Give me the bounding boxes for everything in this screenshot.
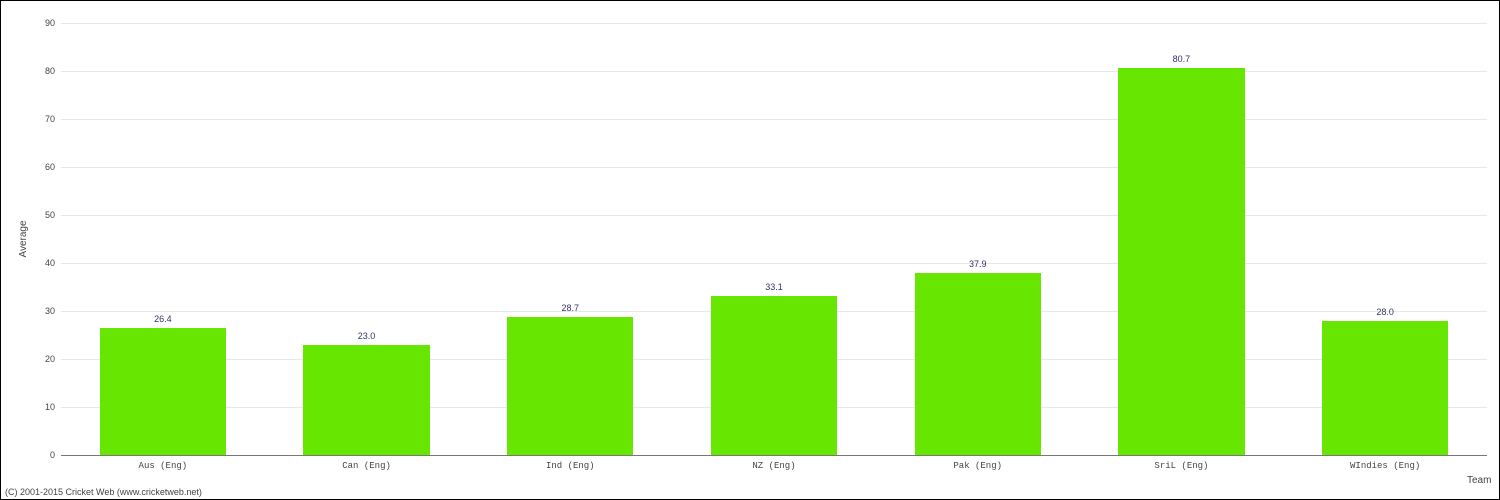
x-tick-label: Aus (Eng) [139,455,188,471]
x-tick-label: Pak (Eng) [953,455,1002,471]
y-tick-label: 50 [45,210,61,220]
gridline [61,215,1487,216]
chart-frame: 010203040506070809026.4Aus (Eng)23.0Can … [0,0,1500,500]
bar: 33.1 [711,296,837,455]
plot-area: 010203040506070809026.4Aus (Eng)23.0Can … [61,23,1487,455]
x-tick-label: Can (Eng) [342,455,391,471]
y-tick-label: 80 [45,66,61,76]
gridline [61,263,1487,264]
bar: 28.0 [1322,321,1448,455]
bar-value-label: 26.4 [154,314,172,328]
copyright-text: (C) 2001-2015 Cricket Web (www.cricketwe… [5,487,202,497]
y-tick-label: 60 [45,162,61,172]
bar: 37.9 [915,273,1041,455]
y-tick-label: 20 [45,354,61,364]
y-tick-label: 0 [50,450,61,460]
gridline [61,23,1487,24]
gridline [61,119,1487,120]
y-tick-label: 90 [45,18,61,28]
bar-value-label: 28.7 [562,303,580,317]
gridline [61,71,1487,72]
x-tick-label: WIndies (Eng) [1350,455,1420,471]
bar-value-label: 33.1 [765,282,783,296]
x-tick-label: Ind (Eng) [546,455,595,471]
y-axis-title: Average [18,220,29,257]
bar: 26.4 [100,328,226,455]
gridline [61,167,1487,168]
bar-value-label: 23.0 [358,331,376,345]
x-tick-label: SriL (Eng) [1154,455,1208,471]
y-tick-label: 70 [45,114,61,124]
bar: 28.7 [507,317,633,455]
x-axis-title: Team [1467,475,1491,486]
bar: 80.7 [1118,68,1244,455]
bar: 23.0 [303,345,429,455]
bar-value-label: 28.0 [1376,307,1394,321]
bar-value-label: 37.9 [969,259,987,273]
y-tick-label: 40 [45,258,61,268]
bar-value-label: 80.7 [1173,54,1191,68]
y-tick-label: 10 [45,402,61,412]
y-tick-label: 30 [45,306,61,316]
x-tick-label: NZ (Eng) [752,455,795,471]
